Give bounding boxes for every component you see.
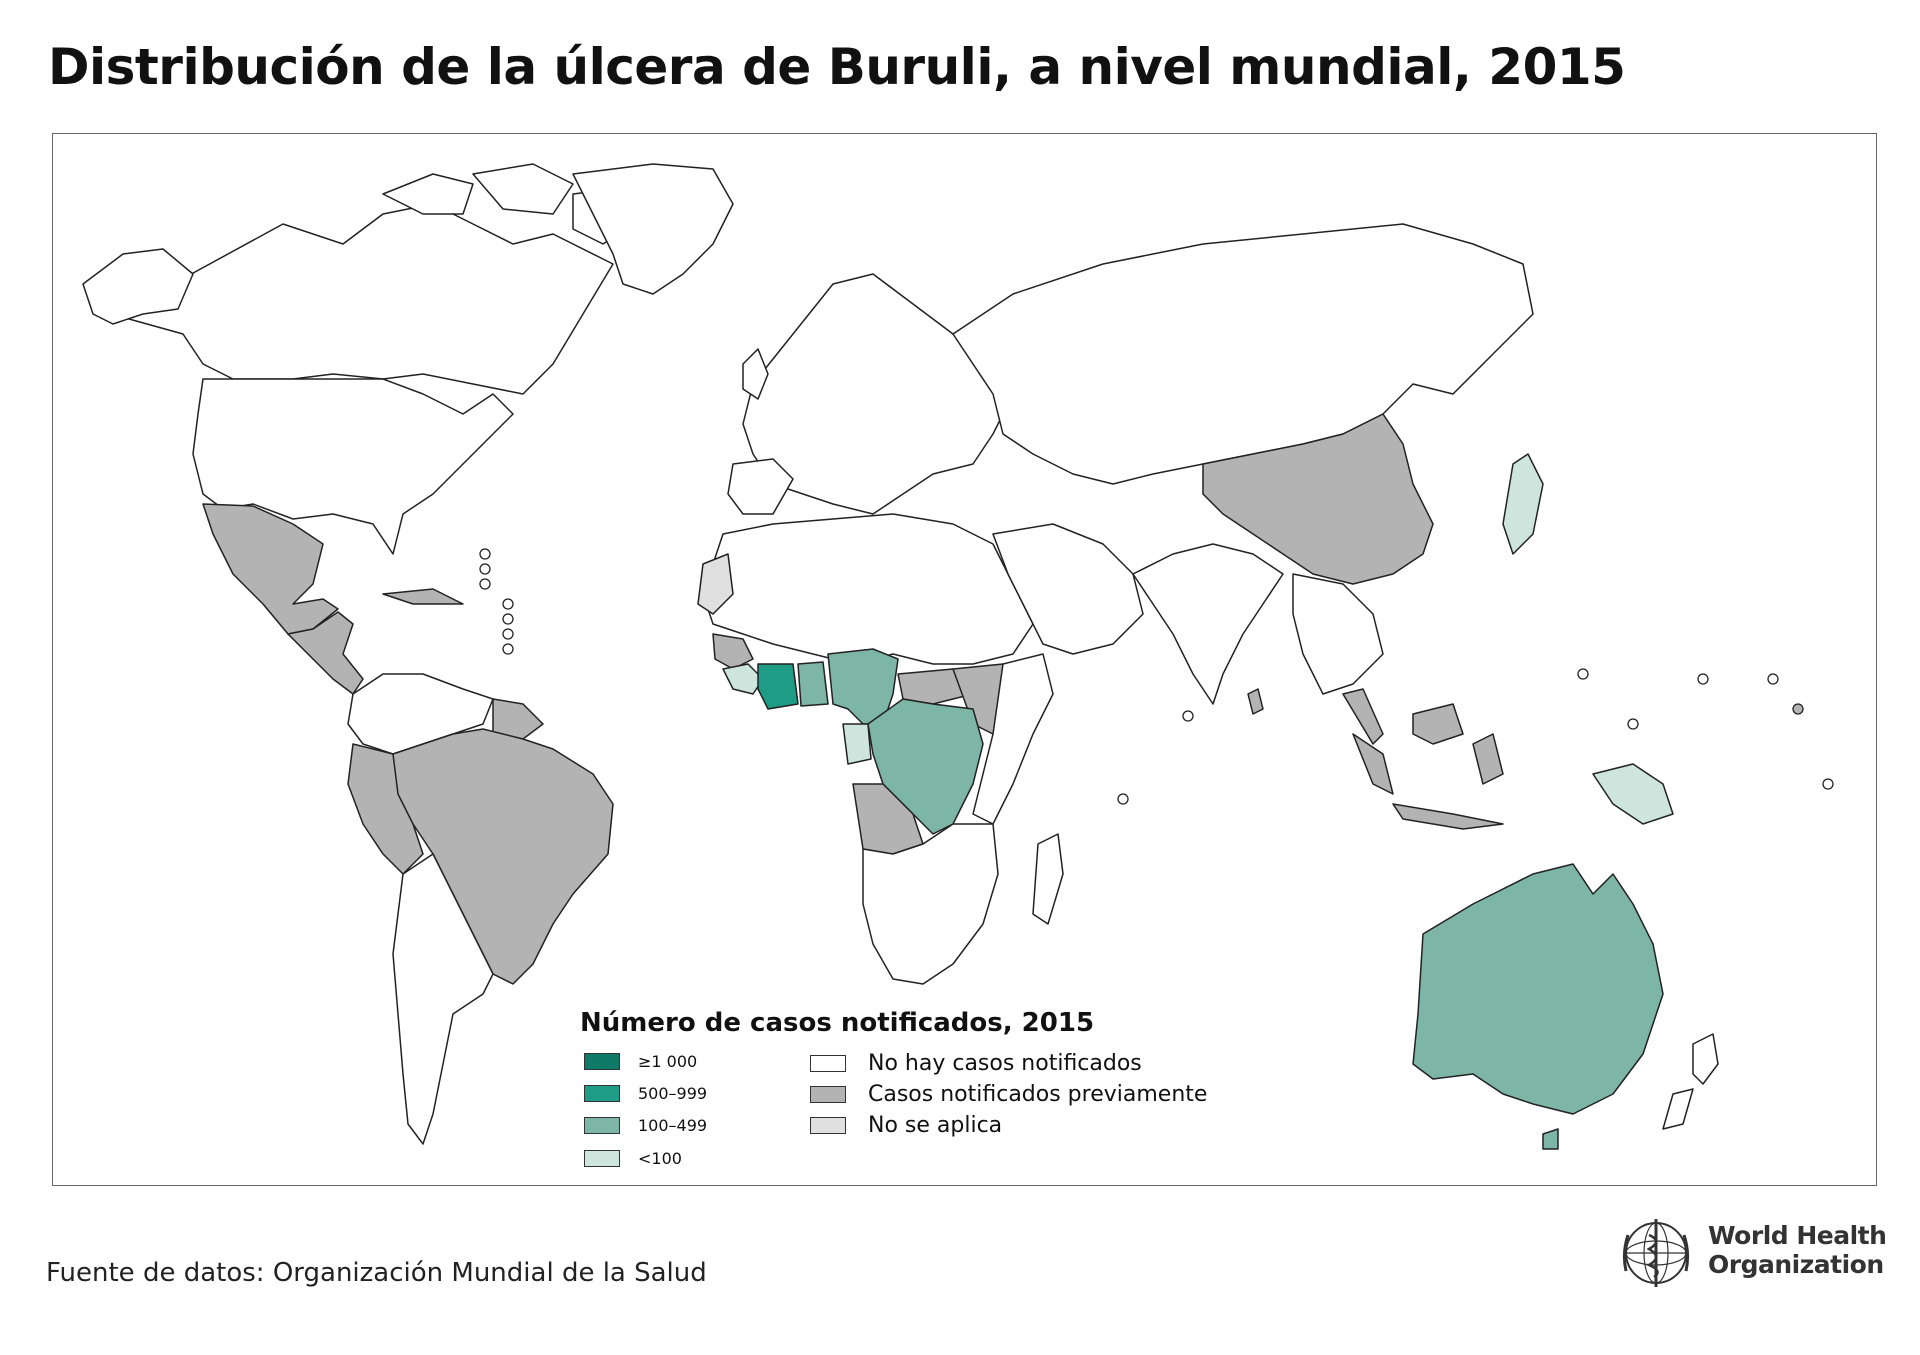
region-madagascar — [1032, 833, 1064, 925]
region-papua-new-guinea — [1592, 763, 1674, 825]
island-marker-6 — [502, 628, 514, 640]
region-western-sahara — [697, 553, 734, 615]
region-central-america — [287, 611, 364, 695]
island-marker-15 — [1792, 703, 1804, 715]
region-cote-divoire — [757, 663, 799, 710]
region-venezuela-colombia — [347, 673, 494, 755]
legend-swatch-no-cases — [810, 1055, 846, 1072]
region-southeast-asia — [1292, 573, 1384, 695]
legend-swatch-not-applicable — [810, 1117, 846, 1134]
region-liberia-sierra-leone — [722, 663, 764, 695]
island-marker-4 — [502, 598, 514, 610]
legend-label-1000-plus: ≥1 000 — [638, 1052, 698, 1071]
region-southern-africa — [862, 823, 999, 985]
island-marker-5 — [502, 613, 514, 625]
region-drc — [867, 698, 984, 835]
island-marker-13 — [1767, 673, 1779, 685]
region-malaysia — [1342, 688, 1464, 745]
legend-item-no-cases: No hay casos notificados — [810, 1051, 1142, 1076]
legend-item-under-100: <100 — [584, 1149, 682, 1168]
world-map — [82, 163, 1834, 1150]
legend-swatch-under-100 — [584, 1150, 620, 1167]
region-ghana-togo-benin — [797, 661, 829, 707]
island-marker-10 — [1577, 668, 1589, 680]
region-russia-central-asia — [952, 223, 1534, 485]
region-cuba — [382, 588, 464, 605]
map-legend: Número de casos notificados, 2015 ≥1 000… — [580, 1008, 1280, 1178]
region-guinea — [712, 633, 754, 670]
island-marker-11 — [1627, 718, 1639, 730]
region-china — [1202, 413, 1434, 585]
region-india — [1132, 543, 1284, 705]
region-alaska — [82, 248, 194, 325]
who-wordmark-line2: Organization — [1708, 1250, 1884, 1279]
legend-label-no-cases: No hay casos notificados — [868, 1051, 1142, 1076]
region-southern-cone — [392, 853, 494, 1145]
island-marker-3 — [479, 578, 491, 590]
legend-item-1000-plus: ≥1 000 — [584, 1052, 697, 1071]
legend-label-500-999: 500–999 — [638, 1084, 708, 1103]
region-gabon — [842, 723, 872, 765]
who-logo: World Health Organization — [1616, 1213, 1887, 1293]
region-middle-east — [992, 523, 1144, 655]
island-marker-7 — [502, 643, 514, 655]
region-australia — [1412, 863, 1664, 1115]
legend-label-under-100: <100 — [638, 1149, 682, 1168]
region-greenland — [572, 163, 734, 295]
region-new-zealand — [1662, 1033, 1719, 1130]
legend-item-100-499: 100–499 — [584, 1116, 707, 1135]
region-iberia — [727, 458, 794, 515]
region-central-african-republic — [897, 668, 974, 705]
region-united-states — [192, 378, 514, 555]
island-marker-2 — [479, 563, 491, 575]
region-east-africa — [972, 653, 1054, 825]
legend-item-previous: Casos notificados previamente — [810, 1082, 1207, 1107]
legend-swatch-1000-plus — [584, 1053, 620, 1070]
map-title: Distribución de la úlcera de Buruli, a n… — [48, 38, 1626, 96]
legend-swatch-500-999 — [584, 1085, 620, 1102]
who-wordmark: World Health Organization — [1708, 1221, 1887, 1279]
legend-label-previous: Casos notificados previamente — [868, 1082, 1208, 1107]
island-marker-1 — [479, 548, 491, 560]
region-uk — [742, 348, 769, 400]
legend-label-not-applicable: No se aplica — [868, 1113, 1003, 1138]
region-north-africa — [702, 513, 1034, 665]
region-guianas — [492, 698, 544, 740]
legend-title: Número de casos notificados, 2015 — [580, 1008, 1095, 1038]
region-indonesia — [1352, 733, 1504, 830]
map-frame — [52, 133, 1877, 1186]
legend-label-100-499: 100–499 — [638, 1116, 708, 1135]
legend-item-500-999: 500–999 — [584, 1084, 707, 1103]
legend-item-not-applicable: No se aplica — [810, 1113, 1002, 1138]
who-emblem-icon — [1622, 1219, 1690, 1287]
data-source-note: Fuente de datos: Organización Mundial de… — [46, 1258, 707, 1288]
island-marker-8 — [1182, 710, 1194, 722]
region-peru — [347, 743, 424, 875]
region-sri-lanka — [1247, 688, 1264, 715]
region-tasmania — [1542, 1128, 1559, 1150]
island-marker-14 — [1822, 778, 1834, 790]
legend-swatch-previous — [810, 1086, 846, 1103]
region-japan — [1502, 453, 1544, 555]
island-marker-9 — [1117, 793, 1129, 805]
legend-swatch-100-499 — [584, 1117, 620, 1134]
region-mexico — [202, 503, 339, 635]
who-wordmark-line1: World Health — [1708, 1221, 1887, 1250]
island-marker-12 — [1697, 673, 1709, 685]
